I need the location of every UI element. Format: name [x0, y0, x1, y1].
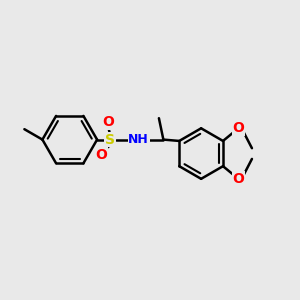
Text: O: O: [232, 172, 244, 186]
Text: NH: NH: [128, 133, 149, 146]
Text: O: O: [96, 148, 107, 162]
Text: O: O: [232, 121, 244, 135]
Text: O: O: [103, 116, 114, 129]
Text: S: S: [105, 133, 115, 147]
